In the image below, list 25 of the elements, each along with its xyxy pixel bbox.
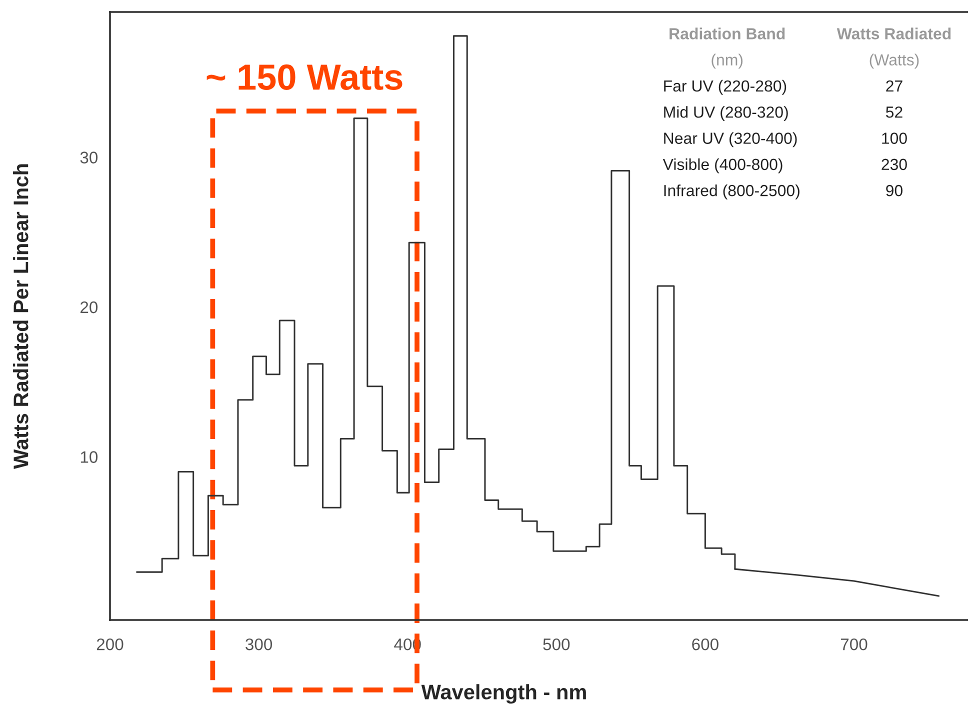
x-tick-label: 600 [692, 638, 718, 650]
x-tick-label: 500 [543, 638, 570, 650]
annotation: (Watts) [870, 54, 919, 69]
y-tick-label: 20 [80, 301, 98, 314]
annotation: 100 [882, 132, 907, 144]
x-axis-title: Wavelength - nm [421, 684, 586, 704]
annotation: Radiation Band [670, 28, 785, 40]
annotation: 27 [886, 80, 902, 92]
y-tick-label: 30 [80, 152, 98, 164]
annotation: Watts Radiated [836, 28, 951, 40]
annotation: 52 [886, 106, 902, 118]
annotation: Far UV (220-280) [664, 80, 786, 95]
annotation: Visible (400-800) [662, 158, 782, 174]
x-tick-label: 300 [246, 638, 272, 650]
annotation: Mid UV (280-320) [664, 106, 788, 121]
annotation: 230 [882, 158, 907, 170]
x-tick-label: 200 [96, 638, 124, 650]
annotation: Infrared (800-2500) [664, 184, 800, 200]
annotation: ~ 150 Watts [206, 64, 402, 90]
annotation: 90 [886, 184, 902, 196]
y-axis-title: Watts Radiated Per Linear Inch [13, 164, 28, 469]
y-tick-label: 10 [80, 451, 98, 463]
annotation: Near UV (320-400) [664, 132, 797, 148]
x-tick-label: 700 [840, 638, 868, 650]
annotation: (nm) [712, 54, 743, 69]
